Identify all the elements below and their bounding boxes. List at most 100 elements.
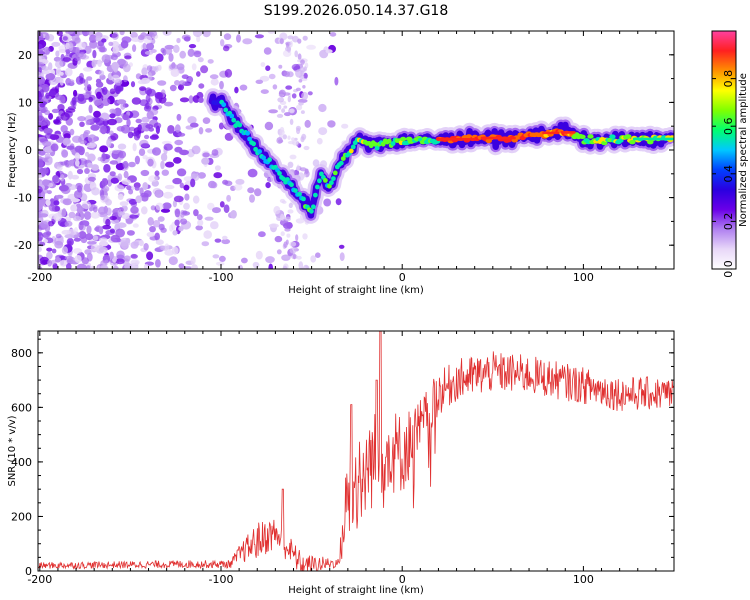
spectrogram-noise-blob bbox=[47, 220, 55, 227]
trace-core-blob bbox=[313, 192, 318, 198]
spectrogram-noise-blob bbox=[39, 103, 46, 108]
spectrogram-noise-blob bbox=[265, 256, 275, 264]
spectrogram-noise-blob bbox=[329, 32, 337, 37]
spectrogram-noise-blob bbox=[265, 182, 271, 189]
spectrogram-noise-blob bbox=[98, 226, 104, 235]
spectrogram-noise-blob bbox=[44, 133, 54, 139]
spectrogram-noise-blob bbox=[179, 149, 189, 156]
spectrogram-noise-blob bbox=[276, 113, 284, 118]
colorbar-tick-label: 0.8 bbox=[722, 70, 735, 88]
spectrogram-noise-blob bbox=[67, 184, 78, 191]
spectrogram-noise-blob bbox=[142, 182, 149, 191]
spectrogram-noise-blob bbox=[55, 194, 64, 199]
spectrogram-noise-blob bbox=[101, 54, 111, 63]
spectrogram-noise-blob bbox=[300, 174, 307, 178]
trace-core-blob bbox=[261, 155, 266, 161]
spectrogram-noise-blob bbox=[267, 31, 275, 34]
spectrogram-noise-blob bbox=[223, 33, 232, 40]
spectrogram-noise-blob bbox=[126, 185, 132, 191]
spectrogram-noise-blob bbox=[209, 74, 219, 80]
trace-core-blob bbox=[277, 171, 282, 176]
spectrogram-noise-blob bbox=[279, 38, 284, 45]
spectrogram-noise-blob bbox=[58, 71, 64, 76]
spectrogram-noise-blob bbox=[169, 64, 179, 71]
trace-core-blob bbox=[609, 134, 616, 139]
trace-core-blob bbox=[372, 141, 378, 147]
spectrogram-noise-blob bbox=[74, 31, 81, 37]
spectrogram-noise-blob bbox=[178, 263, 185, 269]
spectrogram-noise-blob bbox=[38, 121, 47, 127]
trace-core-blob bbox=[617, 138, 624, 143]
spectrogram-noise-blob bbox=[163, 191, 174, 199]
trace-core-blob bbox=[399, 136, 407, 142]
spectrogram-noise-blob bbox=[150, 205, 156, 211]
spectrogram-noise-blob bbox=[289, 118, 294, 125]
spectrogram-noise-blob bbox=[92, 235, 99, 241]
spectrogram-noise-blob bbox=[183, 176, 193, 182]
spectrogram-noise-blob bbox=[145, 94, 151, 103]
spectrogram-noise-blob bbox=[310, 255, 317, 263]
spectrogram-noise-blob bbox=[73, 227, 79, 235]
spectrogram-noise-blob bbox=[285, 85, 293, 90]
spectrogram-noise-blob bbox=[306, 44, 316, 50]
spectrogram-noise-blob bbox=[252, 261, 260, 269]
trace-core-blob bbox=[317, 178, 322, 184]
spectrogram-noise-blob bbox=[210, 221, 219, 230]
spectrogram-noise-blob bbox=[87, 240, 97, 245]
spectrogram-noise-blob bbox=[117, 173, 123, 181]
spectrogram-noise-blob bbox=[106, 138, 112, 148]
spectrogram-noise-blob bbox=[65, 67, 73, 77]
spectrogram-noise-blob bbox=[289, 247, 297, 254]
spectrogram-noise-blob bbox=[296, 104, 303, 111]
spectrogram-noise-blob bbox=[212, 254, 220, 259]
spectrogram-noise-blob bbox=[128, 188, 134, 195]
spectrogram-noise-blob bbox=[39, 256, 50, 265]
trace-core-blob bbox=[293, 188, 298, 194]
spectrogram-noise-blob bbox=[282, 265, 288, 269]
spectrogram-noise-blob bbox=[223, 204, 230, 213]
spectrogram-noise-blob bbox=[263, 47, 272, 55]
trace-core-blob bbox=[267, 157, 272, 163]
spectrogram-noise-blob bbox=[95, 81, 104, 88]
spectrogram-noise-blob bbox=[221, 238, 231, 245]
spectrogram-noise-blob bbox=[196, 71, 201, 77]
spectrogram-noise-blob bbox=[169, 224, 174, 232]
trace-core-blob bbox=[338, 160, 344, 166]
spectrogram-noise-blob bbox=[61, 246, 68, 255]
spectrogram-noise-blob bbox=[144, 134, 150, 140]
spectrogram-noise-blob bbox=[97, 59, 102, 67]
spectrogram-noise-blob bbox=[183, 266, 193, 269]
spectrogram-noise-blob bbox=[73, 237, 81, 242]
spectrogram-noise-blob bbox=[42, 141, 52, 147]
spectrogram-noise-blob bbox=[214, 165, 221, 171]
spectrogram-noise-blob bbox=[163, 143, 173, 151]
spectrogram-noise-blob bbox=[283, 92, 291, 96]
spectrogram-noise-blob bbox=[293, 169, 300, 177]
spectrogram-noise-blob bbox=[96, 91, 102, 100]
snr-background bbox=[38, 331, 674, 571]
spectrogram-noise-blob bbox=[152, 147, 161, 156]
spectrogram-noise-blob bbox=[66, 145, 75, 150]
spectrogram-noise-blob bbox=[79, 77, 86, 84]
spectrogram-noise-blob bbox=[197, 57, 204, 63]
spectrogram-noise-blob bbox=[168, 256, 178, 266]
spectrogram-noise-blob bbox=[203, 230, 212, 239]
spectrogram-noise-blob bbox=[120, 103, 126, 110]
spectrogram-noise-blob bbox=[300, 59, 305, 65]
spectrogram-noise-blob bbox=[182, 210, 188, 215]
spectrogram-noise-blob bbox=[99, 145, 109, 153]
spectrogram-noise-blob bbox=[113, 66, 118, 73]
spectrogram-noise-blob bbox=[68, 43, 74, 51]
spectrogram-noise-blob bbox=[76, 263, 87, 269]
spectrogram-noise-blob bbox=[38, 49, 44, 55]
spectrogram-noise-blob bbox=[302, 35, 308, 41]
spectrogram-noise-blob bbox=[204, 216, 214, 221]
spectrogram-noise-blob bbox=[53, 200, 60, 206]
x-tick-label: -200 bbox=[27, 271, 52, 284]
spectrogram-noise-blob bbox=[176, 37, 181, 44]
spectrogram-noise-blob bbox=[325, 49, 333, 54]
spectrogram-noise-blob bbox=[109, 216, 117, 221]
spectrogram-noise-blob bbox=[268, 263, 273, 269]
spectrogram-noise-blob bbox=[273, 206, 281, 215]
spectrogram-noise-blob bbox=[302, 233, 308, 240]
